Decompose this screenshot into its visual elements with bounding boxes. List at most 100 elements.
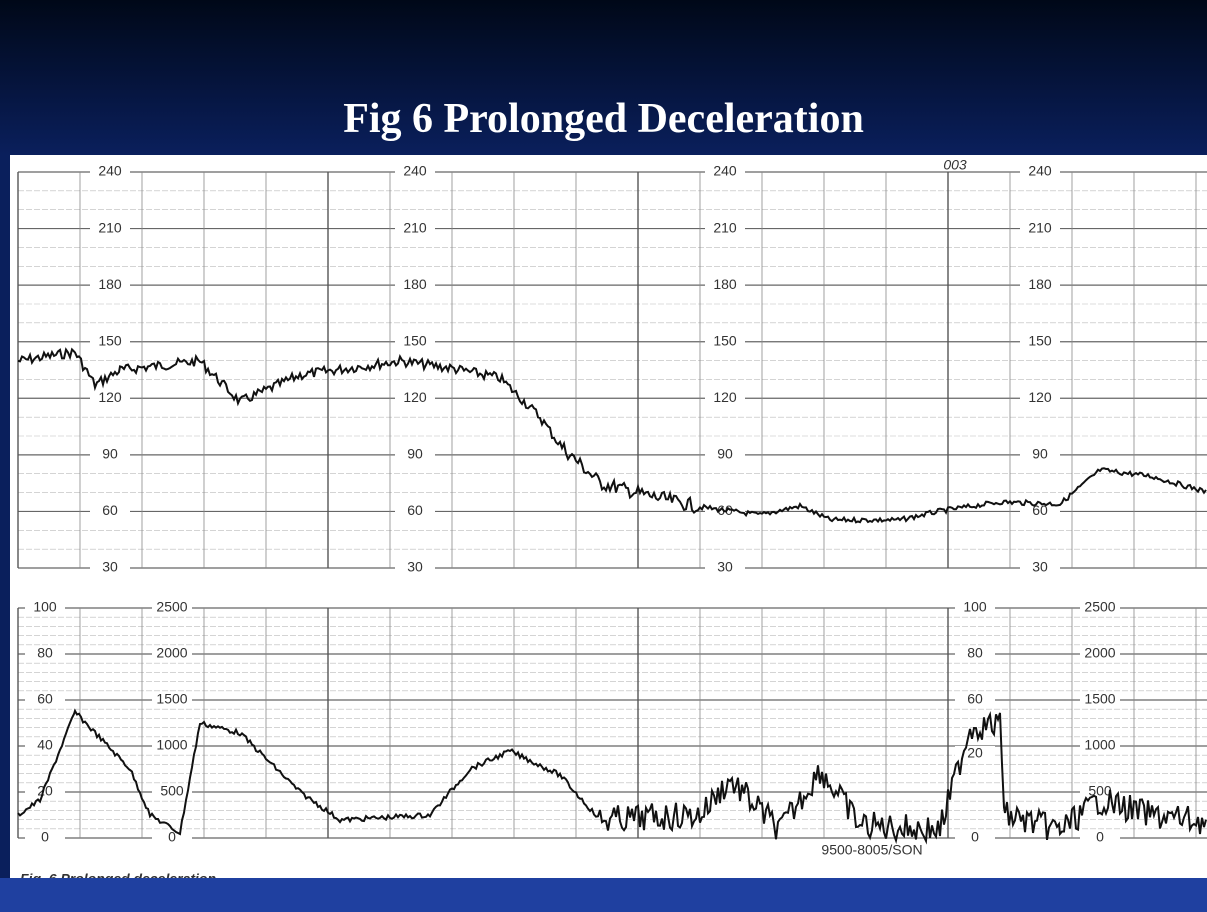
scale-label: 30 xyxy=(102,559,118,575)
label-bg xyxy=(1020,333,1060,350)
scale-label: 150 xyxy=(403,332,427,348)
scale-label: 150 xyxy=(713,332,737,348)
label-bg xyxy=(705,333,745,350)
label-bg xyxy=(395,164,435,180)
title-band xyxy=(0,0,1207,155)
scale-label: 1000 xyxy=(1084,737,1115,753)
label-bg xyxy=(1020,560,1060,576)
label-bg xyxy=(705,277,745,294)
label-bg xyxy=(25,692,65,708)
scale-label: 2500 xyxy=(1084,599,1115,615)
scale-label: 60 xyxy=(1032,502,1048,518)
page-mark: 003 xyxy=(943,157,967,173)
scale-label: 210 xyxy=(713,219,737,235)
scale-label: 90 xyxy=(1032,446,1048,462)
uc-trace xyxy=(17,708,1207,845)
label-bg xyxy=(90,446,130,463)
label-bg xyxy=(1020,390,1060,407)
label-bg xyxy=(395,390,435,407)
label-bg xyxy=(395,503,435,520)
label-bg xyxy=(1080,600,1120,616)
label-bg xyxy=(90,503,130,520)
label-bg xyxy=(1080,738,1120,754)
label-bg xyxy=(705,446,745,463)
label-bg xyxy=(395,333,435,350)
label-bg xyxy=(90,390,130,407)
scale-label: 100 xyxy=(33,599,57,615)
scale-label: 240 xyxy=(1028,163,1052,179)
scale-label: 30 xyxy=(407,559,423,575)
label-bg xyxy=(25,830,65,846)
scale-label: 210 xyxy=(403,219,427,235)
ctg-strip: 240 210 180 150 120 90 60 30 240 210 180 150 120 90 60… xyxy=(0,155,1207,878)
label-bg xyxy=(152,738,192,754)
scale-label: 210 xyxy=(1028,219,1052,235)
scale-label: 180 xyxy=(98,276,122,292)
label-bg xyxy=(395,560,435,576)
scale-label: 80 xyxy=(967,645,983,661)
label-bg xyxy=(1020,277,1060,294)
label-bg xyxy=(25,738,65,754)
scale-label: 180 xyxy=(713,276,737,292)
scale-label: 60 xyxy=(967,691,983,707)
scale-label: 0 xyxy=(168,829,176,845)
scale-label: 120 xyxy=(713,389,737,405)
label-bg xyxy=(395,446,435,463)
scale-label: 120 xyxy=(98,389,122,405)
scale-label: 30 xyxy=(717,559,733,575)
label-bg xyxy=(395,220,435,237)
scale-label: 90 xyxy=(102,446,118,462)
label-bg xyxy=(1020,164,1060,180)
scale-label: 240 xyxy=(98,163,122,179)
slide-title: Fig 6 Prolonged Deceleration xyxy=(343,96,864,142)
label-bg xyxy=(705,390,745,407)
scale-label: 180 xyxy=(1028,276,1052,292)
scale-label: 90 xyxy=(717,446,733,462)
scale-label: 150 xyxy=(1028,332,1052,348)
scale-label: 180 xyxy=(403,276,427,292)
label-bg xyxy=(90,277,130,294)
label-bg xyxy=(705,164,745,180)
scale-label: 1500 xyxy=(1084,691,1115,707)
scale-label: 500 xyxy=(1088,783,1112,799)
label-bg xyxy=(152,692,192,708)
scale-label: 150 xyxy=(98,332,122,348)
label-bg xyxy=(705,560,745,576)
scale-label: 0 xyxy=(1096,829,1104,845)
scale-label: 240 xyxy=(403,163,427,179)
label-bg xyxy=(1020,446,1060,463)
paper xyxy=(10,155,1207,878)
label-bg xyxy=(1020,503,1060,520)
scale-label: 1000 xyxy=(156,737,187,753)
label-bg xyxy=(955,830,995,846)
scale-label: 30 xyxy=(1032,559,1048,575)
label-bg xyxy=(152,830,192,846)
label-bg xyxy=(1080,692,1120,708)
footer-band xyxy=(0,878,1207,912)
label-bg xyxy=(25,600,65,616)
scale-label: 60 xyxy=(717,502,733,518)
left-edge xyxy=(0,155,10,878)
label-bg xyxy=(955,600,995,616)
scale-label: 1500 xyxy=(156,691,187,707)
scale-label: 60 xyxy=(37,691,53,707)
caption: Fig. 6 Prolonged deceleration xyxy=(20,871,216,878)
label-bg xyxy=(152,784,192,800)
scale-label: 90 xyxy=(407,446,423,462)
scale-label: 100 xyxy=(963,599,987,615)
label-bg xyxy=(395,277,435,294)
label-bg xyxy=(25,784,65,800)
label-bg xyxy=(90,164,130,180)
scale-label: 0 xyxy=(41,829,49,845)
scale-label: 240 xyxy=(713,163,737,179)
scale-label: 2000 xyxy=(156,645,187,661)
scale-label: 20 xyxy=(967,745,983,761)
label-bg xyxy=(955,692,995,708)
scale-label: 0 xyxy=(971,829,979,845)
label-bg xyxy=(90,560,130,576)
scale-label: 60 xyxy=(407,502,423,518)
label-bg xyxy=(90,333,130,350)
scale-label: 120 xyxy=(403,389,427,405)
label-bg xyxy=(25,646,65,662)
